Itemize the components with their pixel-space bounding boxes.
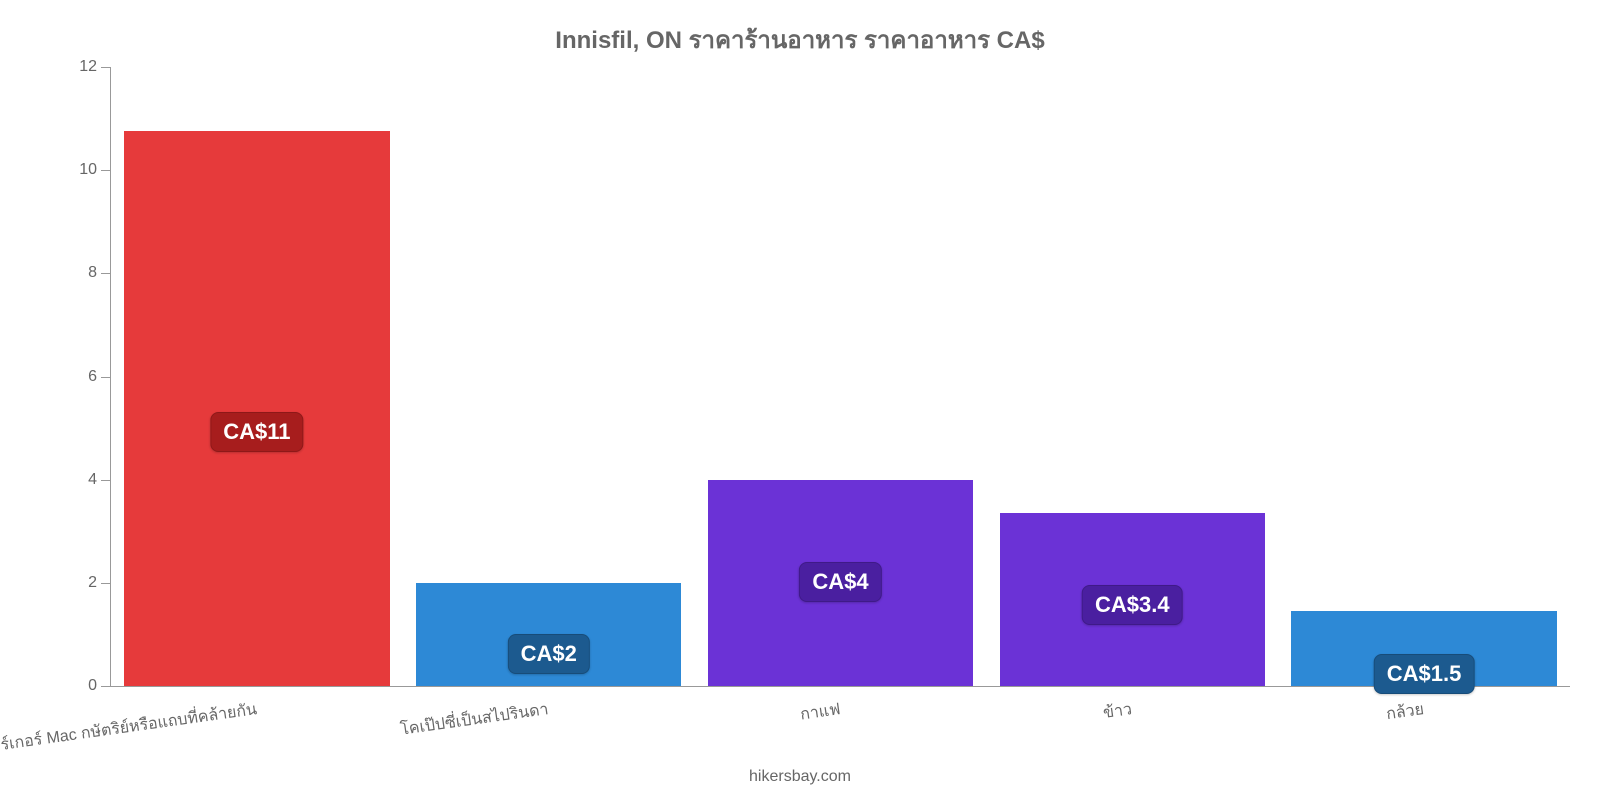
x-tick-label: โคเป๊ปซี่เป็นสไปรินดา <box>399 697 550 743</box>
y-tick <box>101 583 111 584</box>
bar-slot: CA$11 <box>111 67 403 686</box>
y-tick-label: 4 <box>61 471 97 489</box>
bars-group: CA$11 CA$2 CA$4 CA$3.4 CA$1.5 <box>111 67 1570 686</box>
chart-container: Innisfil, ON ราคาร้านอาหาร ราคาอาหาร CA$… <box>0 0 1600 800</box>
y-tick-label: 12 <box>61 58 97 76</box>
bar-slot: CA$1.5 <box>1278 67 1570 686</box>
credit-text: hikersbay.com <box>0 768 1600 786</box>
y-tick-label: 0 <box>61 677 97 695</box>
y-tick <box>101 67 111 68</box>
bar: CA$3.4 <box>1000 513 1266 686</box>
value-badge: CA$3.4 <box>1082 585 1183 625</box>
chart-title: Innisfil, ON ราคาร้านอาหาร ราคาอาหาร CA$ <box>0 20 1600 59</box>
y-tick-label: 6 <box>61 368 97 386</box>
y-tick-label: 10 <box>61 161 97 179</box>
bar: CA$2 <box>416 583 682 686</box>
y-tick-label: 2 <box>61 574 97 592</box>
value-badge: CA$11 <box>210 412 303 452</box>
bar: CA$11 <box>124 131 390 686</box>
bar-slot: CA$2 <box>403 67 695 686</box>
x-tick-label: กาแฟ <box>799 697 842 727</box>
value-badge: CA$4 <box>799 562 881 602</box>
y-tick-label: 8 <box>61 264 97 282</box>
bar-slot: CA$3.4 <box>986 67 1278 686</box>
bar: CA$4 <box>708 480 974 686</box>
x-tick-label: ข้าว <box>1102 697 1134 726</box>
y-tick <box>101 273 111 274</box>
x-tick-label: เบอร์เกอร์ Mac กษัตริย์หรือแถบที่คล้ายกั… <box>0 697 259 761</box>
bar: CA$1.5 <box>1291 611 1557 686</box>
plot-area: CA$11CA$2CA$4CA$3.4CA$1.5 024681012 <box>110 67 1570 687</box>
x-tick-label: กล้วย <box>1385 697 1426 727</box>
bar-slot: CA$4 <box>695 67 987 686</box>
value-badge: CA$2 <box>508 634 590 674</box>
y-tick <box>101 377 111 378</box>
y-tick <box>101 480 111 481</box>
y-tick <box>101 170 111 171</box>
